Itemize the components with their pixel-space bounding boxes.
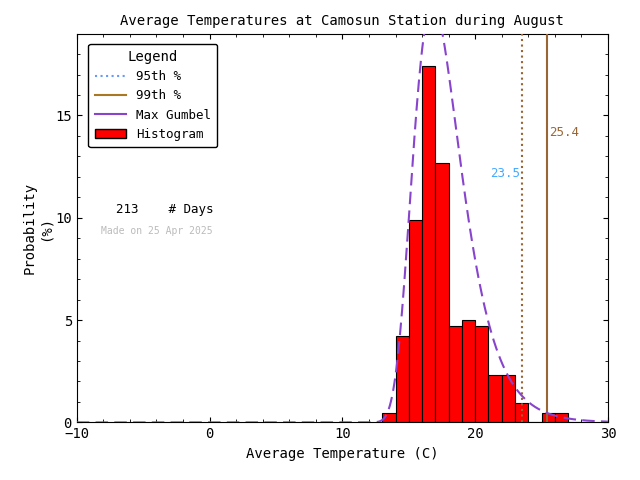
Bar	[409, 220, 422, 422]
Text: Made on 25 Apr 2025: Made on 25 Apr 2025	[100, 226, 212, 236]
Y-axis label: Probability
(%): Probability (%)	[22, 182, 52, 274]
X-axis label: Average Temperature (C): Average Temperature (C)	[246, 447, 438, 461]
Title: Average Temperatures at Camosun Station during August: Average Temperatures at Camosun Station …	[120, 14, 564, 28]
Text: 23.5: 23.5	[490, 167, 520, 180]
Bar	[476, 326, 488, 422]
Text: 25.4: 25.4	[550, 126, 580, 139]
Legend: 95th %, 99th %, Max Gumbel, Histogram: 95th %, 99th %, Max Gumbel, Histogram	[88, 44, 217, 147]
Bar	[435, 163, 449, 422]
Bar	[462, 320, 476, 422]
Bar	[488, 375, 502, 422]
Bar	[515, 403, 529, 422]
Text: 213    # Days: 213 # Days	[100, 203, 213, 216]
Bar	[555, 413, 568, 422]
Bar	[502, 375, 515, 422]
Bar	[382, 413, 396, 422]
Bar	[396, 336, 409, 422]
Bar	[541, 413, 555, 422]
Bar	[422, 66, 435, 422]
Bar	[449, 326, 462, 422]
